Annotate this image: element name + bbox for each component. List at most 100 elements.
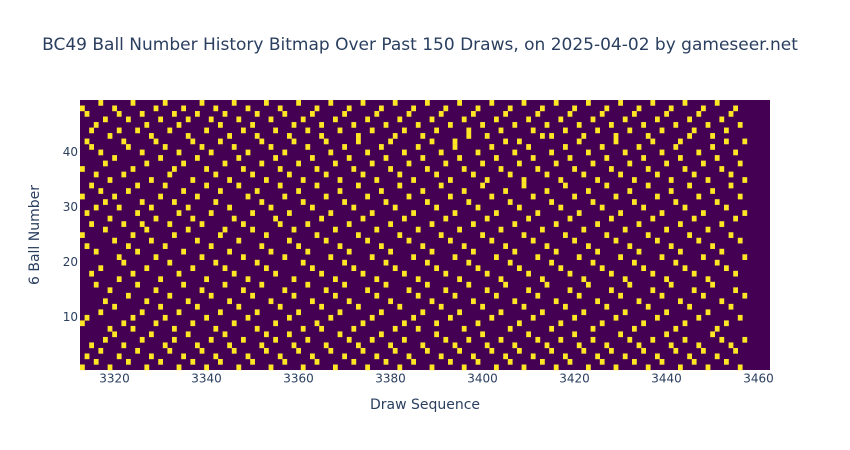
heatmap-cell: [149, 237, 154, 244]
heatmap-cell: [484, 215, 490, 222]
heatmap-cell: [259, 281, 265, 288]
heatmap-cell: [650, 100, 656, 106]
heatmap-cell: [80, 364, 85, 371]
heatmap-cell: [475, 320, 481, 327]
heatmap-cell: [512, 149, 518, 156]
heatmap-cell: [438, 353, 444, 360]
heatmap-cell: [420, 243, 426, 249]
heatmap-cell: [346, 248, 352, 255]
heatmap-cell: [291, 292, 297, 299]
heatmap-cell: [139, 309, 145, 316]
heatmap-cell: [471, 111, 476, 117]
heatmap-cell: [613, 314, 619, 321]
heatmap-cell: [540, 133, 545, 139]
heatmap-cell: [494, 254, 499, 260]
heatmap-cell: [406, 193, 412, 200]
heatmap-cell: [471, 353, 476, 360]
heatmap-cell: [687, 303, 692, 310]
heatmap-cell: [250, 171, 255, 178]
heatmap-cell: [84, 314, 90, 321]
heatmap-cell: [93, 281, 99, 288]
heatmap-cell: [374, 276, 380, 283]
heatmap-cell: [402, 320, 407, 327]
heatmap-cell: [645, 166, 651, 172]
heatmap-cell: [461, 364, 467, 371]
heatmap-cell: [512, 342, 518, 349]
heatmap-cell: [466, 281, 472, 288]
heatmap-cell: [553, 248, 559, 255]
heatmap-cell: [227, 298, 232, 305]
heatmap-cell: [333, 364, 338, 371]
heatmap-cell: [503, 111, 508, 117]
heatmap-cell: [632, 259, 637, 266]
heatmap-cell: [319, 270, 324, 277]
heatmap-cell: [733, 105, 738, 112]
heatmap-cell: [356, 133, 361, 139]
heatmap-cell: [411, 314, 416, 321]
heatmap-cell: [586, 243, 591, 249]
heatmap-cell: [245, 314, 251, 321]
heatmap-cell: [507, 171, 513, 178]
heatmap-cell: [319, 325, 324, 332]
heatmap-cell: [195, 237, 200, 244]
x-tick-label: 3460: [743, 372, 774, 386]
heatmap-cell: [98, 265, 104, 272]
heatmap-cell: [282, 149, 288, 156]
heatmap-cell: [632, 177, 637, 183]
heatmap-cell: [116, 276, 122, 283]
heatmap-cell: [526, 215, 531, 222]
heatmap-cell: [471, 221, 476, 227]
heatmap-cell: [613, 138, 619, 145]
heatmap-cell: [443, 336, 449, 343]
heatmap-cell: [144, 122, 150, 128]
heatmap-cell: [383, 155, 389, 161]
heatmap-cell: [521, 364, 527, 371]
heatmap-cell: [691, 171, 697, 178]
heatmap-cell: [457, 347, 462, 354]
heatmap-cell: [696, 314, 702, 321]
heatmap-cell: [379, 105, 384, 112]
heatmap-cell: [231, 270, 237, 277]
heatmap-cell: [581, 309, 587, 316]
heatmap-cell: [480, 232, 485, 238]
heatmap-cell: [503, 353, 508, 360]
heatmap-cell: [599, 265, 605, 272]
heatmap-cell: [448, 237, 453, 244]
heatmap-cell: [337, 188, 343, 194]
heatmap-cell: [645, 364, 651, 371]
heatmap-cell: [696, 342, 702, 349]
heatmap-cell: [310, 111, 315, 117]
heatmap-cell: [434, 204, 439, 211]
heatmap-cell: [172, 336, 177, 343]
heatmap-cell: [89, 127, 94, 134]
heatmap-cell: [475, 265, 481, 272]
heatmap-cell: [222, 226, 228, 233]
heatmap-cell: [277, 221, 283, 227]
heatmap-cell: [553, 364, 559, 371]
heatmap-cell: [199, 144, 205, 150]
heatmap-cell: [153, 215, 159, 222]
heatmap-cell: [139, 149, 145, 156]
heatmap-cell: [204, 276, 209, 283]
heatmap-cell: [199, 221, 205, 227]
heatmap-cell: [213, 171, 219, 178]
heatmap-cell: [199, 100, 205, 106]
y-tick-label: 30: [63, 200, 78, 214]
heatmap-cell: [282, 193, 288, 200]
heatmap-cell: [135, 281, 140, 288]
heatmap-cell: [181, 248, 186, 255]
heatmap-cell: [411, 105, 416, 112]
heatmap-cell: [103, 226, 108, 233]
heatmap-cell: [613, 193, 619, 200]
heatmap-cell: [627, 160, 633, 167]
heatmap-cell: [139, 336, 145, 343]
heatmap-cell: [351, 122, 357, 128]
heatmap-cell: [236, 237, 242, 244]
heatmap-cell: [296, 243, 301, 249]
heatmap-cell: [636, 105, 642, 112]
heatmap-cell: [645, 182, 651, 189]
heatmap-cell: [636, 221, 642, 227]
heatmap-cell: [204, 182, 209, 189]
heatmap-cell: [195, 193, 200, 200]
heatmap-cell: [701, 160, 706, 167]
